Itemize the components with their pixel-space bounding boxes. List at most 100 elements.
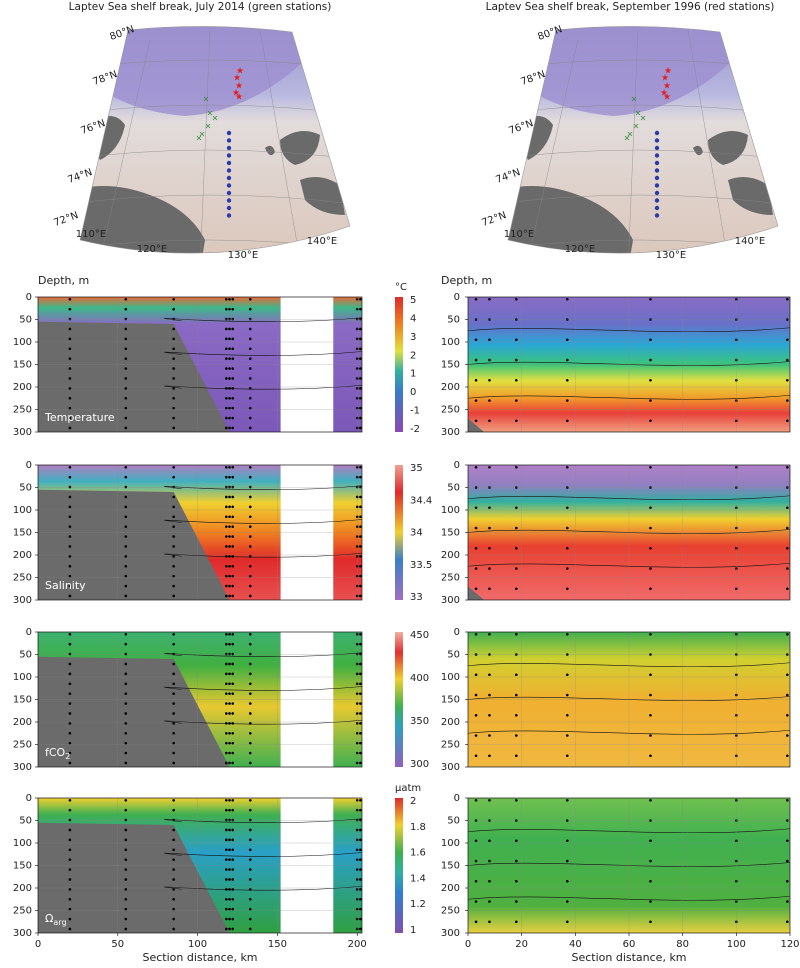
depth-tick-label: 250 <box>441 405 460 416</box>
panel-label-main: Temperature <box>44 411 115 424</box>
graticule <box>508 194 778 206</box>
sample-point <box>488 567 491 570</box>
sample-point <box>124 574 128 578</box>
sample-point <box>124 798 128 802</box>
graticule <box>259 29 301 254</box>
bathymetry <box>38 822 230 933</box>
colorbar-tick-label: 2 <box>410 350 416 361</box>
sample-point <box>649 839 652 843</box>
sample-point <box>225 327 228 331</box>
sample-point <box>228 347 231 351</box>
sample-point <box>68 662 72 666</box>
sample-point <box>248 907 252 911</box>
depth-tick-label: 50 <box>19 315 32 326</box>
sample-point <box>359 396 362 400</box>
sample-point <box>515 920 518 924</box>
colorbar <box>395 297 403 432</box>
sample-point <box>228 868 231 871</box>
depth-tick-label: 200 <box>13 717 32 728</box>
sample-point <box>124 818 128 822</box>
sample-point <box>786 734 789 737</box>
sample-point <box>124 406 128 410</box>
sample-point <box>228 917 231 921</box>
sample-point <box>228 485 231 489</box>
sample-point <box>231 642 235 646</box>
sample-point <box>228 465 231 469</box>
sample-point <box>248 888 252 891</box>
sample-point <box>231 367 235 370</box>
sample-point <box>474 879 478 883</box>
sample-point <box>225 828 228 832</box>
contour-line <box>164 519 363 524</box>
lat-label: 78°N <box>91 69 118 88</box>
sample-point <box>225 396 228 400</box>
sample-point <box>228 692 231 695</box>
sample-point <box>225 731 228 735</box>
depth-tick-label: 250 <box>13 906 32 917</box>
sample-point <box>68 327 72 331</box>
sample-point <box>649 693 652 697</box>
sample-point <box>248 307 252 311</box>
sample-point <box>68 475 72 479</box>
sample-point <box>172 475 175 479</box>
sample-point <box>124 564 128 568</box>
sample-point <box>225 367 228 370</box>
station-green: × <box>212 114 219 123</box>
sample-point <box>124 475 128 479</box>
sample-point <box>359 594 362 598</box>
sample-point <box>231 485 235 489</box>
sample-point <box>359 662 362 666</box>
sample-point <box>225 761 228 765</box>
sample-point <box>515 900 518 903</box>
sample-point <box>172 682 175 686</box>
sample-point <box>488 546 491 550</box>
sample-point <box>225 672 228 676</box>
sample-point <box>228 662 231 666</box>
sample-point <box>124 722 128 725</box>
sample-point <box>359 327 362 331</box>
sample-point <box>565 713 569 717</box>
sample-point <box>248 751 252 755</box>
sample-point <box>172 535 175 538</box>
depth-tick-label: 250 <box>13 740 32 751</box>
station-red: ★ <box>232 89 240 99</box>
colorbar-tick-label: 1 <box>410 925 416 936</box>
lon-label: 130°E <box>228 250 258 261</box>
sample-point <box>225 465 228 469</box>
sample-point <box>359 808 362 812</box>
sample-point <box>359 897 362 901</box>
sample-point <box>68 632 72 636</box>
sample-point <box>225 307 228 311</box>
sample-point <box>225 594 228 598</box>
sample-point <box>231 525 235 528</box>
sample-point <box>68 574 72 578</box>
x-tick-label: 150 <box>268 939 287 950</box>
map-title: Laptev Sea shelf break, July 2014 (green… <box>69 1 332 13</box>
sample-point <box>231 574 235 578</box>
sample-point <box>225 337 228 341</box>
sample-point <box>649 297 652 301</box>
sample-point <box>231 927 235 931</box>
sample-point <box>359 317 362 321</box>
contour-line <box>467 394 791 400</box>
x-tick-label: 200 <box>348 939 367 950</box>
depth-tick-label: 300 <box>13 427 32 438</box>
sample-point <box>474 920 478 924</box>
map: Laptev Sea shelf break, July 2014 (green… <box>52 1 351 261</box>
colorbar-tick-label: 4 <box>410 313 416 324</box>
sample-point <box>228 927 231 931</box>
depth-tick-label: 250 <box>13 573 32 584</box>
sample-point <box>172 927 175 931</box>
sample-point <box>124 761 128 765</box>
sample-point <box>359 485 362 489</box>
sample-point <box>68 897 72 901</box>
sample-point <box>228 505 231 509</box>
sample-point <box>124 907 128 911</box>
sample-point <box>515 399 518 402</box>
sample-point <box>225 297 228 301</box>
sample-point <box>786 358 789 362</box>
sample-point <box>68 387 72 390</box>
sample-point <box>228 564 231 568</box>
depth-axis-title: Depth, m <box>38 274 89 287</box>
colorbar-tick-label: 5 <box>410 295 416 306</box>
